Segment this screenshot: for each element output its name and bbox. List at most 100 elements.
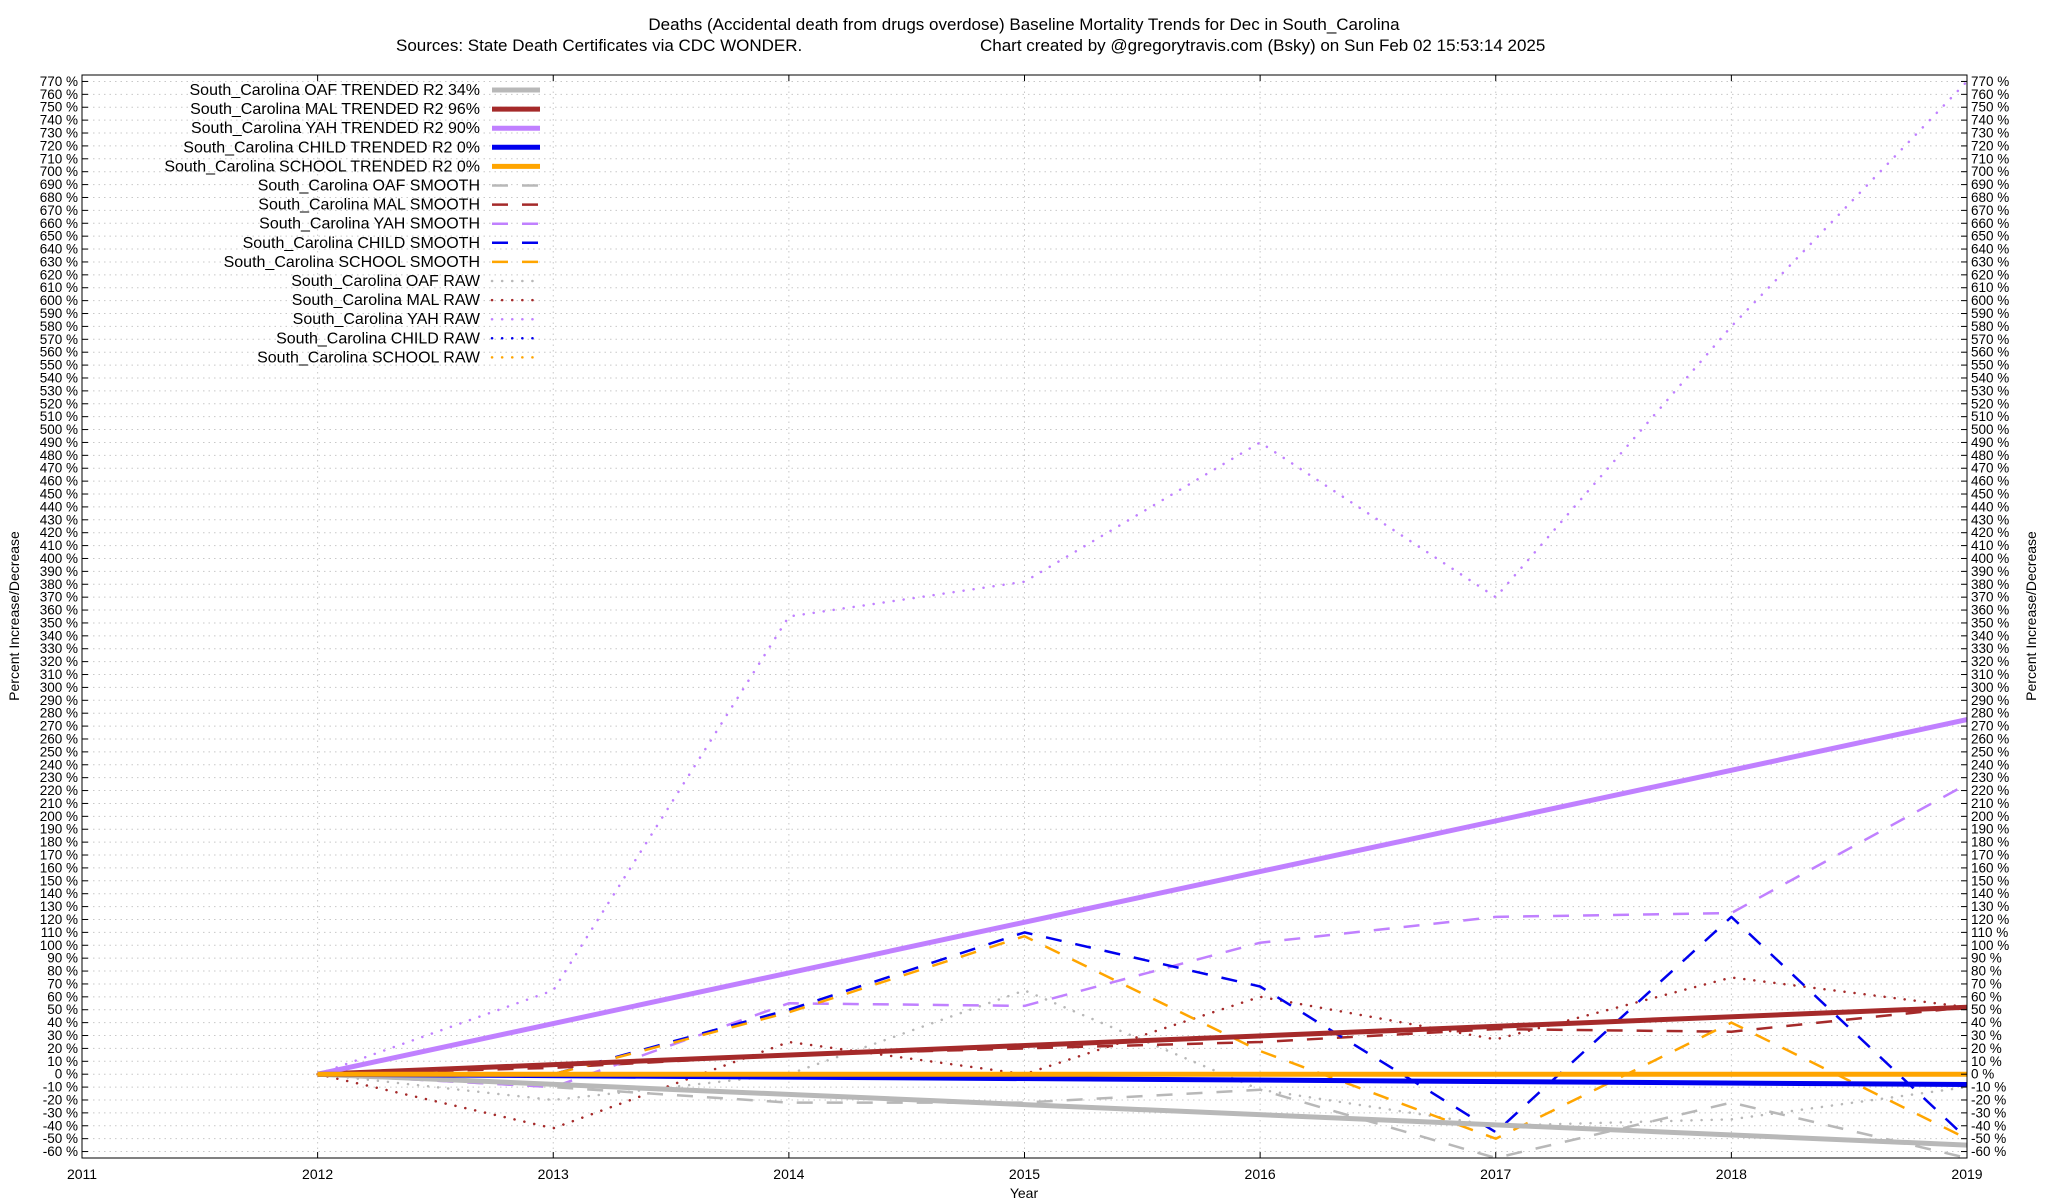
legend-entry-label: South_Carolina MAL TRENDED R2 96% <box>190 101 480 118</box>
y-tick-label-right: 740 % <box>1971 113 2009 128</box>
y-tick-label-left: 260 % <box>40 731 78 746</box>
y-tick-label-right: -60 % <box>1971 1144 2006 1159</box>
y-tick-label-right: 180 % <box>1971 835 2009 850</box>
y-tick-label-right: 720 % <box>1971 138 2009 153</box>
grid <box>81 75 1968 1158</box>
y-tick-label-right: 520 % <box>1971 396 2009 411</box>
y-tick-label-left: 160 % <box>40 860 78 875</box>
legend-entry-label: South_Carolina SCHOOL TRENDED R2 0% <box>164 158 480 175</box>
series-line-smooth-6 <box>317 1005 1968 1076</box>
y-tick-label-left: 770 % <box>40 74 78 89</box>
chart-title: Deaths (Accidental death from drugs over… <box>648 15 1400 34</box>
y-tick-label-right: -20 % <box>1971 1092 2006 1107</box>
y-tick-label-left: 470 % <box>40 461 78 476</box>
legend-entry-label: South_Carolina SCHOOL RAW <box>257 349 481 366</box>
y-tick-label-left: 650 % <box>40 229 78 244</box>
y-tick-label-left: 80 % <box>47 964 78 979</box>
y-tick-label-left: 630 % <box>40 254 78 269</box>
y-tick-label-left: 610 % <box>40 280 78 295</box>
y-tick-label-left: 740 % <box>40 113 78 128</box>
y-tick-label-left: 250 % <box>40 744 78 759</box>
y-tick-label-left: 460 % <box>40 474 78 489</box>
y-tick-label-left: 300 % <box>40 680 78 695</box>
legend-entry-label: South_Carolina MAL RAW <box>292 292 481 309</box>
y-tick-label-right: 280 % <box>1971 706 2009 721</box>
y-tick-label-left: 20 % <box>47 1041 78 1056</box>
y-tick-label-right: 640 % <box>1971 242 2009 257</box>
y-tick-label-left: 490 % <box>40 435 78 450</box>
y-tick-label-right: 550 % <box>1971 358 2009 373</box>
y-tick-label-right: 320 % <box>1971 654 2009 669</box>
y-tick-label-left: -10 % <box>43 1080 78 1095</box>
y-tick-label-left: 130 % <box>40 899 78 914</box>
series-line-raw-10 <box>316 989 1969 1128</box>
y-tick-label-left: -30 % <box>43 1105 78 1120</box>
y-tick-label-right: 70 % <box>1971 976 2002 991</box>
y-tick-label-left: 640 % <box>40 242 78 257</box>
x-tick-label: 2019 <box>1951 1166 1982 1182</box>
legend-entry-label: South_Carolina CHILD TRENDED R2 0% <box>183 139 480 156</box>
y-tick-label-right: 510 % <box>1971 409 2009 424</box>
y-tick-label-right: 530 % <box>1971 383 2009 398</box>
y-tick-label-right: 690 % <box>1971 177 2009 192</box>
legend-entry-label: South_Carolina YAH RAW <box>293 311 481 328</box>
y-tick-label-right: 630 % <box>1971 254 2009 269</box>
y-tick-label-left: 340 % <box>40 628 78 643</box>
y-tick-label-right: 420 % <box>1971 525 2009 540</box>
y-tick-label-left: 530 % <box>40 383 78 398</box>
x-tick-label: 2011 <box>67 1166 97 1182</box>
y-tick-label-right: 170 % <box>1971 848 2009 863</box>
y-tick-label-right: 570 % <box>1971 332 2009 347</box>
chart-source: Sources: State Death Certificates via CD… <box>396 36 802 55</box>
y-tick-label-left: 100 % <box>40 938 78 953</box>
y-tick-label-left: 280 % <box>40 706 78 721</box>
y-tick-label-left: 120 % <box>40 912 78 927</box>
y-tick-label-left: 350 % <box>40 615 78 630</box>
y-tick-label-right: 100 % <box>1971 938 2009 953</box>
y-tick-label-left: 550 % <box>40 358 78 373</box>
y-tick-label-right: 30 % <box>1971 1028 2002 1043</box>
y-tick-label-left: 560 % <box>40 345 78 360</box>
y-tick-label-right: 700 % <box>1971 164 2009 179</box>
x-tick-label: 2018 <box>1716 1166 1747 1182</box>
y-tick-label-left: -50 % <box>43 1131 78 1146</box>
y-tick-label-right: 60 % <box>1971 989 2002 1004</box>
y-tick-label-left: 540 % <box>40 370 78 385</box>
x-tick-label: 2012 <box>302 1166 333 1182</box>
y-tick-label-right: 200 % <box>1971 809 2009 824</box>
y-tick-label-left: 140 % <box>40 886 78 901</box>
y-tick-label-right: 10 % <box>1971 1054 2002 1069</box>
y-tick-label-left: 210 % <box>40 796 78 811</box>
y-tick-label-right: 270 % <box>1971 719 2009 734</box>
y-tick-label-right: 80 % <box>1971 964 2002 979</box>
y-tick-label-left: 330 % <box>40 641 78 656</box>
y-tick-label-left: 590 % <box>40 306 78 321</box>
x-tick-label: 2014 <box>773 1166 804 1182</box>
y-tick-label-right: 110 % <box>1971 925 2008 940</box>
y-tick-label-left: 40 % <box>47 1015 78 1030</box>
y-tick-label-right: 300 % <box>1971 680 2009 695</box>
y-tick-label-right: 140 % <box>1971 886 2009 901</box>
y-tick-label-left: 360 % <box>40 603 78 618</box>
y-tick-label-right: 560 % <box>1971 345 2009 360</box>
y-tick-label-left: 570 % <box>40 332 78 347</box>
y-tick-label-right: 210 % <box>1971 796 2009 811</box>
x-tick-label: 2016 <box>1245 1166 1276 1182</box>
legend-entry-label: South_Carolina SCHOOL SMOOTH <box>224 254 480 271</box>
y-tick-label-right: 480 % <box>1971 448 2009 463</box>
y-tick-label-right: 220 % <box>1971 783 2009 798</box>
y-tick-label-right: 650 % <box>1971 229 2009 244</box>
y-axis-label-right: Percent Increase/Decrease <box>2023 531 2039 701</box>
legend-entry-label: South_Carolina OAF SMOOTH <box>258 178 480 195</box>
y-tick-label-left: 750 % <box>40 100 78 115</box>
series-line-trend-2 <box>317 717 1968 1077</box>
y-tick-label-left: 700 % <box>40 164 78 179</box>
y-tick-label-right: 50 % <box>1971 1002 2002 1017</box>
y-tick-label-right: 240 % <box>1971 757 2009 772</box>
y-tick-label-left: 430 % <box>40 512 78 527</box>
y-tick-label-right: 400 % <box>1971 551 2009 566</box>
y-tick-label-left: 230 % <box>40 770 78 785</box>
y-tick-label-left: 690 % <box>40 177 78 192</box>
y-tick-label-right: -10 % <box>1971 1080 2006 1095</box>
legend-entry-label: South_Carolina YAH SMOOTH <box>259 216 480 233</box>
